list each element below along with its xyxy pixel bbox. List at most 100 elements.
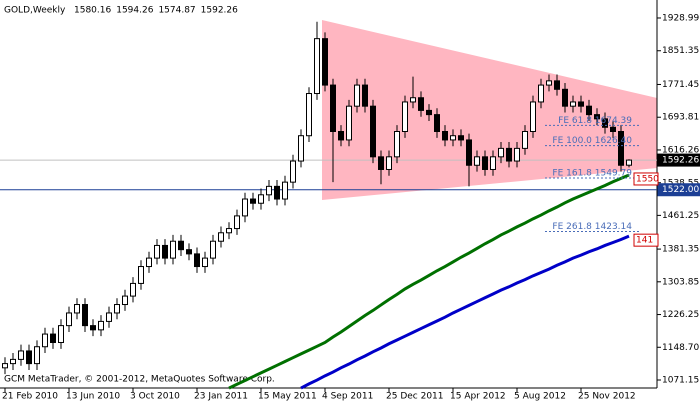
candle-body xyxy=(194,253,200,268)
candle-body xyxy=(186,249,192,255)
y-tick-label: 1461.25 xyxy=(662,211,699,221)
chart-title: GOLD,Weekly xyxy=(4,6,66,16)
candle-body xyxy=(234,215,240,230)
header-high: 1594.26 xyxy=(116,6,153,16)
header-open: 1580.16 xyxy=(74,6,111,16)
candle-body xyxy=(586,105,592,116)
candle-body xyxy=(602,118,608,128)
candle-body xyxy=(130,282,136,297)
level-label-box xyxy=(657,183,700,197)
candle-body xyxy=(218,232,224,242)
candle-body xyxy=(82,304,88,327)
candle-body xyxy=(442,130,448,141)
candle-body xyxy=(154,244,160,259)
candle-body xyxy=(370,105,376,158)
header-low: 1574.87 xyxy=(158,6,195,16)
candle-body xyxy=(266,185,272,196)
candle-body xyxy=(482,156,488,170)
candle-body xyxy=(434,114,440,132)
candle-body xyxy=(178,240,184,251)
candle-body xyxy=(354,84,360,107)
y-tick-label: 1693.81 xyxy=(662,113,699,123)
ma-marker-box xyxy=(633,233,659,247)
candle-body xyxy=(410,97,416,103)
y-tick-label: 1071.15 xyxy=(662,376,699,386)
moving-average xyxy=(300,234,630,390)
candle-body xyxy=(530,101,536,132)
candle-body xyxy=(170,240,176,259)
ma-marker-box xyxy=(633,172,659,186)
fibo-label: FE 261.8 1423.14 xyxy=(552,222,632,232)
triangle-pattern xyxy=(322,20,657,200)
candle-body xyxy=(106,312,112,322)
ma-marker: 1550 xyxy=(636,174,659,184)
candle-body xyxy=(570,101,576,107)
x-tick-label: 23 Jan 2011 xyxy=(194,392,248,402)
candle-body xyxy=(242,198,248,217)
current-price-label: 1592.26 xyxy=(662,156,699,166)
candle-body xyxy=(522,130,528,149)
y-tick-label: 1303.85 xyxy=(662,277,699,287)
candle-body xyxy=(594,114,600,120)
x-tick-label: 25 Dec 2011 xyxy=(386,392,444,402)
candle-body xyxy=(90,325,96,331)
candle-body xyxy=(538,84,544,103)
candle-body xyxy=(58,325,64,344)
x-tick-label: 21 Feb 2010 xyxy=(2,392,58,402)
candle-body xyxy=(282,181,288,200)
candle-body xyxy=(210,240,216,259)
candle-body xyxy=(498,147,504,158)
candle-body xyxy=(626,159,632,166)
y-tick-label: 1148.70 xyxy=(662,343,699,353)
candle-body xyxy=(490,156,496,170)
candle-body xyxy=(578,101,584,107)
candle-body xyxy=(618,130,624,166)
y-tick-label: 1381.35 xyxy=(662,245,699,255)
candle-body xyxy=(458,135,464,141)
candle-body xyxy=(338,130,344,141)
candle-body xyxy=(386,156,392,170)
y-tick-label: 1851.35 xyxy=(662,46,699,56)
candle-body xyxy=(322,38,328,86)
header-close: 1592.26 xyxy=(201,6,238,16)
candle-body xyxy=(42,333,48,348)
candle-body xyxy=(18,350,24,360)
candle-body xyxy=(450,135,456,141)
copyright: GCM MetaTrader, © 2001-2012, MetaQuotes … xyxy=(4,375,275,385)
ma-marker: 141 xyxy=(636,236,653,246)
candle-body xyxy=(306,93,312,137)
candle-body xyxy=(2,363,8,369)
candle-body xyxy=(146,257,152,268)
candle-body xyxy=(562,88,568,107)
candle-body xyxy=(466,139,472,166)
candle-body xyxy=(426,109,432,116)
candle-body xyxy=(10,358,16,365)
fibo-label: FE 61.8 1674.39 xyxy=(558,116,632,126)
candle-body xyxy=(330,84,336,132)
candle-body xyxy=(274,185,280,200)
candle-body xyxy=(418,97,424,111)
candle-body xyxy=(122,295,128,306)
candle-body xyxy=(402,101,408,132)
fibo-label: FE 100.0 1626.40 xyxy=(552,136,632,146)
candle-body xyxy=(346,105,352,141)
candle-body xyxy=(114,304,120,314)
candle-body xyxy=(98,320,104,331)
candle-body xyxy=(506,147,512,162)
y-tick-label: 1771.45 xyxy=(662,80,699,90)
candle-body xyxy=(394,130,400,158)
candle-body xyxy=(610,126,616,132)
moving-average xyxy=(228,173,630,390)
y-tick-label: 1928.99 xyxy=(662,13,699,23)
candle-body xyxy=(138,266,144,284)
candle-body xyxy=(74,304,80,314)
x-tick-label: 15 Apr 2012 xyxy=(450,392,506,402)
candle-body xyxy=(514,147,520,162)
x-tick-label: 25 Nov 2012 xyxy=(578,392,636,402)
candle-body xyxy=(546,80,552,86)
candle-body xyxy=(298,135,304,162)
x-tick-label: 3 Oct 2010 xyxy=(130,392,180,402)
candle-body xyxy=(314,38,320,95)
candle-body xyxy=(250,198,256,204)
